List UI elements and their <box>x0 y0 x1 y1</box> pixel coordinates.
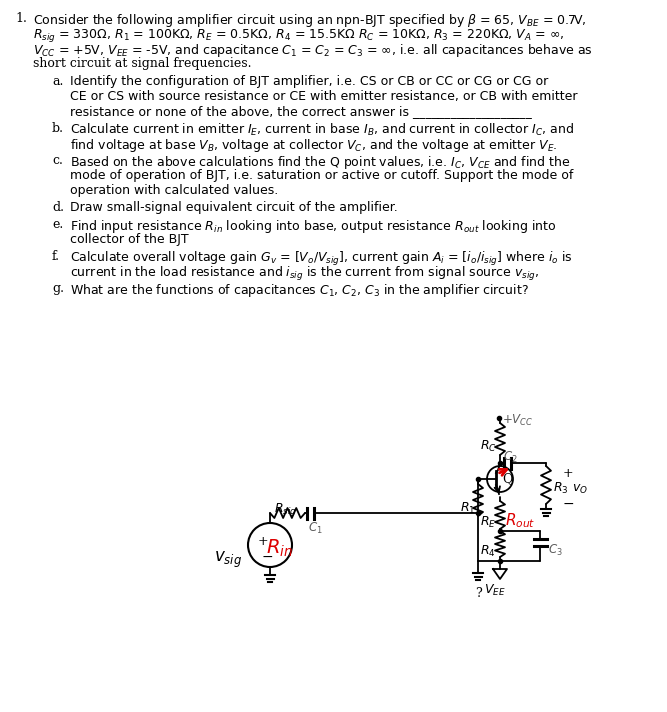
Text: d.: d. <box>52 201 64 214</box>
Text: short circuit at signal frequencies.: short circuit at signal frequencies. <box>33 57 251 70</box>
Text: c.: c. <box>52 154 63 167</box>
Text: $R_{sig}$ = 330$\Omega$, $R_1$ = 100K$\Omega$, $R_E$ = 0.5K$\Omega$, $R_4$ = 15.: $R_{sig}$ = 330$\Omega$, $R_1$ = 100K$\O… <box>33 27 564 44</box>
Text: Based on the above calculations find the Q point values, i.e. $I_C$, $V_{CE}$ an: Based on the above calculations find the… <box>70 154 570 171</box>
Text: $R_1$: $R_1$ <box>460 501 476 516</box>
Text: b.: b. <box>52 122 64 135</box>
Text: +: + <box>563 467 574 480</box>
Text: $R_3$: $R_3$ <box>553 481 568 496</box>
Text: $R_{sig}$: $R_{sig}$ <box>273 501 296 518</box>
Text: current in the load resistance and $i_{sig}$ is the current from signal source $: current in the load resistance and $i_{s… <box>70 265 540 283</box>
Text: −: − <box>563 497 575 511</box>
Text: $V_{CC}$ = +5V, $V_{EE}$ = -5V, and capacitance $C_1$ = $C_2$ = $C_3$ = $\infty$: $V_{CC}$ = +5V, $V_{EE}$ = -5V, and capa… <box>33 42 593 59</box>
Text: $C_1$: $C_1$ <box>308 521 323 536</box>
Text: −: − <box>261 550 273 564</box>
Text: operation with calculated values.: operation with calculated values. <box>70 184 278 197</box>
Text: find voltage at base $V_B$, voltage at collector $V_C$, and the voltage at emitt: find voltage at base $V_B$, voltage at c… <box>70 137 558 154</box>
Text: $R_{out}$: $R_{out}$ <box>505 511 536 530</box>
Text: Consider the following amplifier circuit using an npn-BJT specified by $\beta$ =: Consider the following amplifier circuit… <box>33 12 586 29</box>
Text: $C_2$: $C_2$ <box>503 450 518 465</box>
Text: $v_O$: $v_O$ <box>572 483 588 496</box>
Text: What are the functions of capacitances $C_1$, $C_2$, $C_3$ in the amplifier circ: What are the functions of capacitances $… <box>70 282 529 299</box>
Text: a.: a. <box>52 75 63 88</box>
Text: $R_C$: $R_C$ <box>480 439 497 454</box>
Text: Q: Q <box>502 472 512 485</box>
Text: e.: e. <box>52 218 63 231</box>
Text: +: + <box>257 535 268 548</box>
Text: CE or CS with source resistance or CE with emitter resistance, or CB with emitte: CE or CS with source resistance or CE wi… <box>70 90 578 103</box>
Text: $v_{sig}$: $v_{sig}$ <box>214 550 242 570</box>
Text: mode of operation of BJT, i.e. saturation or active or cutoff. Support the mode : mode of operation of BJT, i.e. saturatio… <box>70 169 574 182</box>
Text: $R_4$: $R_4$ <box>480 544 496 559</box>
Text: collector of the BJT: collector of the BJT <box>70 233 189 246</box>
Text: g.: g. <box>52 282 64 295</box>
Text: Identify the configuration of BJT amplifier, i.e. CS or CB or CC or CG or CG or: Identify the configuration of BJT amplif… <box>70 75 548 88</box>
Text: resistance or none of the above, the correct answer is ___________________: resistance or none of the above, the cor… <box>70 105 532 118</box>
Text: 1.: 1. <box>15 12 27 25</box>
Text: Draw small-signal equivalent circuit of the amplifier.: Draw small-signal equivalent circuit of … <box>70 201 398 214</box>
Text: $+V_{CC}$: $+V_{CC}$ <box>502 413 534 428</box>
Text: Find input resistance $R_{in}$ looking into base, output resistance $R_{out}$ lo: Find input resistance $R_{in}$ looking i… <box>70 218 556 235</box>
Text: $R_{in}$: $R_{in}$ <box>267 538 293 560</box>
Text: $C_3$: $C_3$ <box>548 543 563 558</box>
Text: $V_{EE}$: $V_{EE}$ <box>484 583 506 598</box>
Text: f.: f. <box>52 250 60 263</box>
Text: ?: ? <box>475 587 482 600</box>
Text: $R_E$: $R_E$ <box>480 515 496 530</box>
Text: Calculate current in emitter $I_E$, current in base $I_B$, and current in collec: Calculate current in emitter $I_E$, curr… <box>70 122 574 138</box>
Text: Calculate overall voltage gain $G_v$ = [$V_o$/$V_{sig}$], current gain $A_i$ = [: Calculate overall voltage gain $G_v$ = [… <box>70 250 573 268</box>
